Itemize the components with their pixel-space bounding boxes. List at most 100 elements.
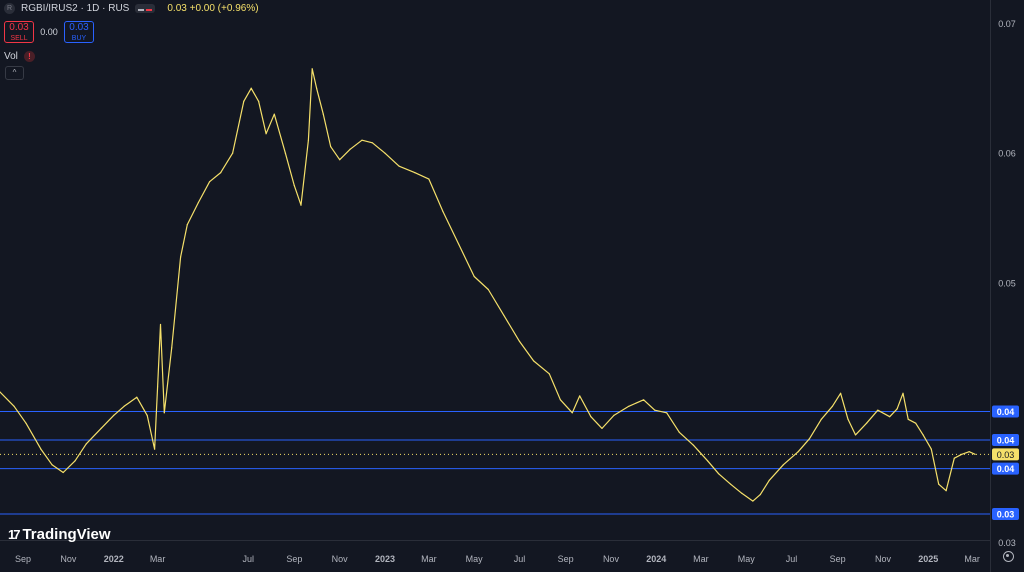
data-point — [0, 391, 1, 393]
data-point — [243, 100, 245, 102]
data-point — [548, 373, 550, 375]
spread-value: 0.00 — [40, 27, 58, 37]
data-point — [974, 453, 976, 455]
data-point — [428, 178, 430, 180]
data-point — [361, 139, 363, 141]
data-point — [136, 396, 138, 398]
data-point — [163, 412, 165, 414]
data-point — [902, 392, 904, 394]
data-point — [503, 314, 505, 317]
data-point — [643, 399, 645, 401]
data-point — [156, 386, 159, 388]
volume-indicator[interactable]: Vol ! — [4, 51, 35, 62]
data-point — [62, 471, 64, 474]
data-point — [730, 483, 732, 485]
data-point — [601, 427, 603, 429]
settings-icon[interactable] — [1003, 551, 1014, 562]
data-point — [579, 395, 581, 397]
data-point — [559, 399, 562, 401]
data-point — [613, 414, 615, 416]
data-point — [398, 165, 400, 167]
x-tick-label: Jul — [242, 554, 254, 564]
data-point — [349, 148, 351, 150]
data-point — [322, 113, 324, 115]
data-point — [13, 405, 15, 407]
chart-symbol-icon: R — [4, 3, 15, 14]
sell-price: 0.03 — [9, 22, 29, 33]
x-tick-label: Jul — [786, 554, 798, 564]
hline-label-bg-1 — [992, 434, 1019, 447]
data-point — [533, 360, 535, 362]
data-point — [741, 492, 743, 494]
legend-toggle[interactable] — [135, 4, 156, 13]
data-point — [273, 113, 275, 115]
data-point — [922, 434, 924, 436]
x-tick-label: Sep — [15, 554, 31, 564]
x-tick-label: Mar — [964, 554, 980, 564]
x-tick-label: 2025 — [918, 554, 938, 564]
data-point — [854, 434, 857, 436]
x-tick-label: Nov — [60, 554, 77, 564]
data-point — [945, 490, 947, 492]
data-point — [265, 133, 267, 135]
tradingview-brand[interactable]: 17 TradingView — [8, 526, 111, 543]
data-point — [820, 418, 822, 420]
data-point — [840, 392, 842, 394]
data-point — [518, 340, 521, 342]
data-point — [666, 412, 668, 414]
data-point — [284, 152, 287, 154]
data-point — [718, 473, 720, 475]
symbol-title[interactable]: RGBI/IRUS2 · 1D · RUS — [21, 3, 130, 14]
data-point — [866, 422, 868, 424]
data-point — [258, 100, 260, 102]
x-tick-label: Nov — [875, 554, 892, 564]
data-point — [938, 483, 940, 485]
y-tick-label: 0.03 — [998, 538, 1016, 548]
hline-label-2: 0.04 — [997, 464, 1015, 474]
data-point — [74, 460, 76, 462]
price-change: 0.03 +0.00 (+0.96%) — [167, 3, 259, 14]
data-point — [907, 418, 909, 420]
data-point — [159, 323, 162, 326]
x-tick-label: Mar — [421, 554, 437, 564]
vol-label: Vol — [4, 51, 18, 62]
data-point — [316, 87, 318, 89]
sell-button[interactable]: 0.03 SELL — [4, 21, 34, 43]
data-point — [146, 414, 148, 416]
data-point — [953, 457, 955, 459]
hline-label-bg-3 — [992, 508, 1019, 521]
data-point — [706, 460, 709, 462]
buy-button[interactable]: 0.03 BUY — [64, 21, 94, 43]
warning-icon[interactable]: ! — [23, 51, 35, 62]
hline-label-3: 0.03 — [997, 510, 1015, 520]
x-tick-label: May — [466, 554, 484, 564]
data-point — [831, 405, 834, 407]
chevron-up-icon[interactable]: ^ — [5, 66, 24, 80]
tradingview-logo-icon: 17 — [8, 527, 21, 542]
x-tick-label: May — [738, 554, 756, 564]
x-tick-label: Mar — [150, 554, 166, 564]
data-point — [968, 451, 970, 453]
data-point — [678, 431, 680, 433]
data-point — [442, 210, 444, 213]
data-point — [208, 181, 211, 183]
data-point — [180, 256, 182, 258]
data-point — [311, 68, 313, 70]
data-point — [153, 448, 156, 450]
data-point — [930, 448, 932, 450]
data-point — [113, 414, 115, 416]
data-point — [752, 500, 754, 502]
x-tick-label: Jul — [514, 554, 526, 564]
current-price-label: 0.03 — [997, 450, 1015, 460]
data-point — [330, 146, 332, 148]
data-point — [85, 443, 87, 445]
brand-name: TradingView — [22, 526, 111, 543]
data-point — [487, 288, 489, 291]
data-point — [51, 464, 53, 466]
data-point — [197, 201, 200, 204]
symbol-legend: R RGBI/IRUS2 · 1D · RUS 0.03 +0.00 (+0.9… — [4, 3, 259, 14]
data-point — [797, 451, 799, 453]
data-point — [877, 409, 879, 411]
data-point — [171, 347, 173, 349]
